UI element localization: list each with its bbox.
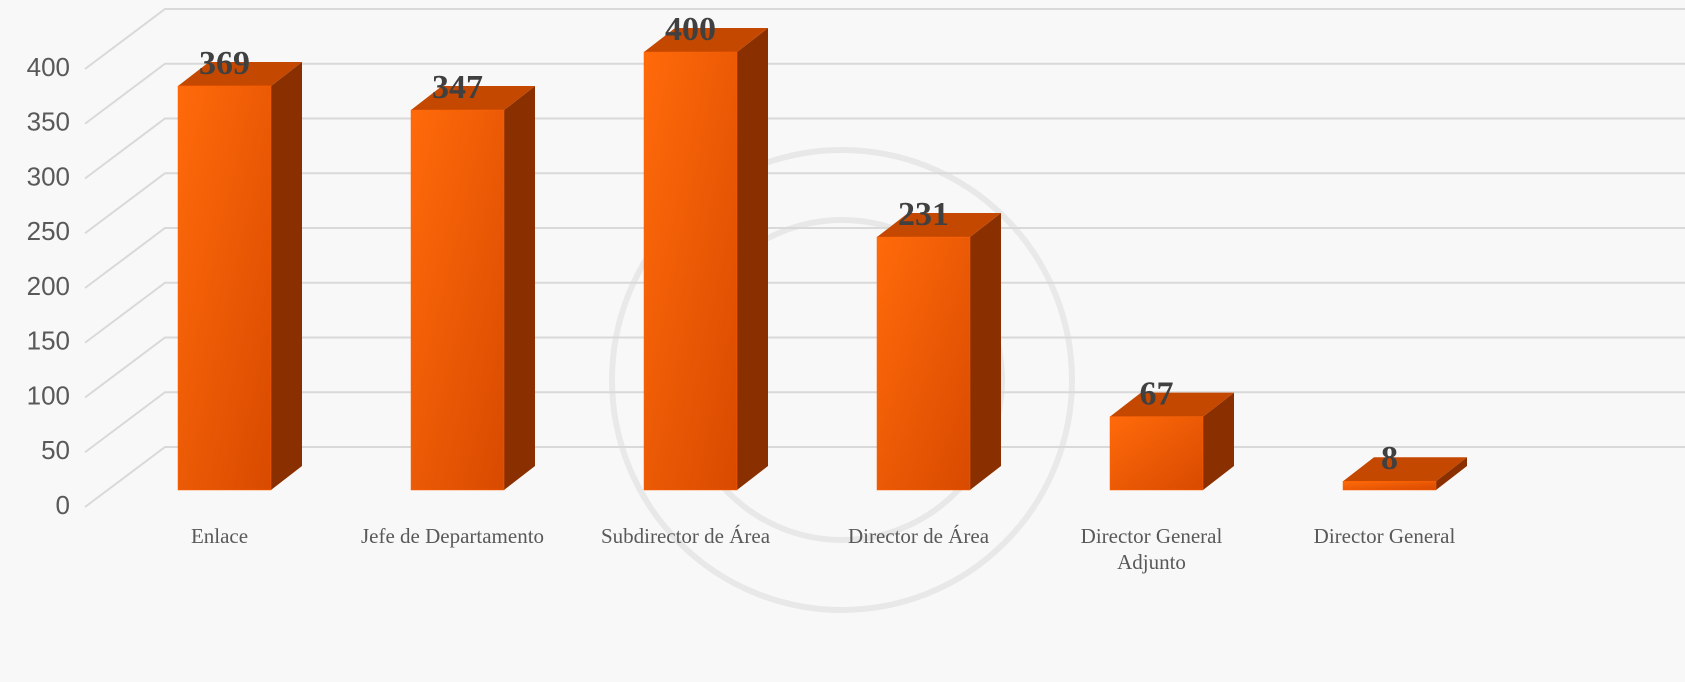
bar-front (644, 52, 737, 490)
bar (411, 86, 535, 490)
y-tick-label: 400 (27, 52, 70, 82)
value-label: 347 (432, 69, 483, 106)
value-label: 67 (1140, 376, 1174, 413)
value-label: 400 (665, 11, 716, 48)
bar (644, 28, 768, 490)
x-tick-label: Director General Adjunto (1045, 523, 1259, 575)
y-tick-label: 250 (27, 216, 70, 246)
y-tick-label: 300 (27, 161, 70, 191)
bar-front (1343, 481, 1436, 490)
y-tick-label: 200 (27, 271, 70, 301)
bar (1343, 457, 1467, 490)
x-tick-label: Enlace (113, 523, 327, 549)
y-tick-label: 350 (27, 107, 70, 137)
bar (178, 62, 302, 490)
value-label: 231 (898, 196, 949, 233)
x-tick-label: Subdirector de Área (579, 523, 793, 549)
x-tick-label: Director de Área (812, 523, 1026, 549)
value-label: 8 (1381, 440, 1398, 477)
x-tick-label: Director General (1278, 523, 1492, 549)
grid-line (85, 119, 1685, 179)
grid-line (85, 64, 1685, 124)
chart: 050100150200250300350400369347400231678 … (0, 0, 1685, 682)
bar (877, 213, 1001, 490)
y-tick-label: 100 (27, 380, 70, 410)
y-tick-label: 0 (56, 490, 70, 520)
y-tick-label: 150 (27, 326, 70, 356)
y-tick-label: 50 (41, 435, 70, 465)
bar-front (877, 237, 970, 490)
bar-front (411, 110, 504, 490)
bar-front (178, 86, 271, 490)
bar-side (737, 28, 768, 490)
bar-side (504, 86, 535, 490)
bar-front (1110, 417, 1203, 490)
bar-side (970, 213, 1001, 490)
grid-line (85, 9, 1685, 69)
value-label: 369 (199, 45, 250, 82)
chart-canvas: 0 50 100 150 200 250 300 350 400 369 347 400 231 67 8 (0, 0, 1685, 682)
bar-side (271, 62, 302, 490)
x-tick-label: Jefe de Departamento (346, 523, 560, 549)
